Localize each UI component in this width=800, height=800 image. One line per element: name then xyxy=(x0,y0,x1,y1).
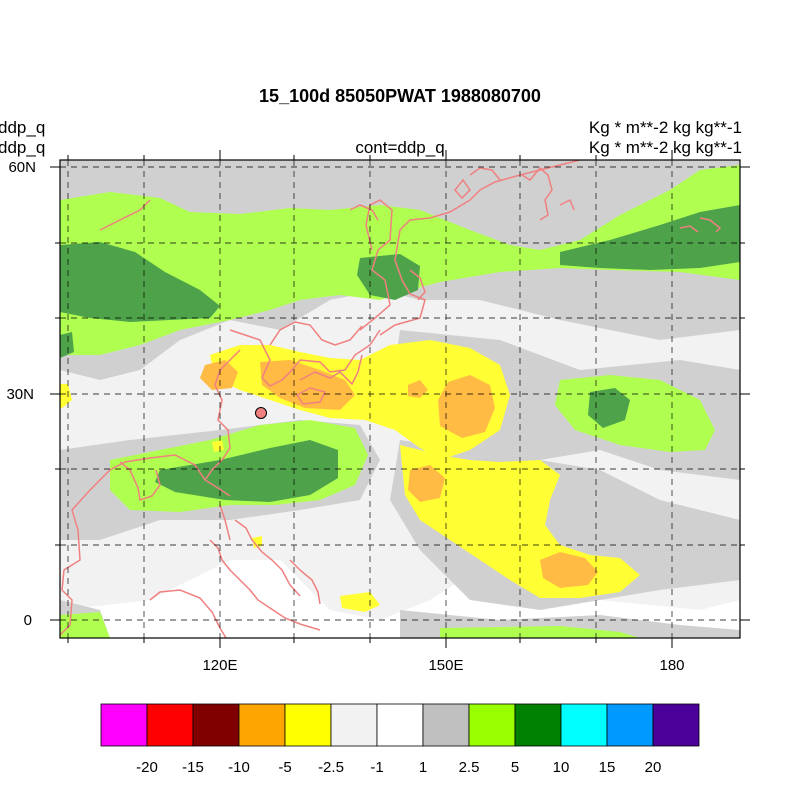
lat-label-60n: 60N xyxy=(8,159,36,176)
right-label-1: Kg * m**-2 kg kg**-1 xyxy=(589,118,742,137)
axis-ticks xyxy=(50,150,750,648)
colorbar-swatch xyxy=(468,703,516,747)
left-label-2: ddp_q xyxy=(0,138,45,157)
colorbar-swatch xyxy=(192,703,240,747)
lon-label-180: 180 xyxy=(659,657,684,674)
colorbar-swatch xyxy=(330,703,378,747)
colorbar-label: 2.5 xyxy=(459,759,480,776)
plot-title: 15_100d 85050PWAT 1988080700 xyxy=(259,86,541,106)
colorbar-swatch xyxy=(606,703,654,747)
colorbar-swatch xyxy=(422,703,470,747)
colorbar-label: -15 xyxy=(182,759,204,776)
colorbar-label: 15 xyxy=(599,759,616,776)
colorbar-label: 10 xyxy=(553,759,570,776)
colorbar-label: 20 xyxy=(645,759,662,776)
gridlines xyxy=(60,160,740,638)
colorbar-label: -1 xyxy=(370,759,383,776)
center-label: cont=ddp_q xyxy=(355,138,444,157)
lat-label-0: 0 xyxy=(24,612,32,629)
colorbar-swatch xyxy=(652,703,700,747)
colorbar-label: 1 xyxy=(419,759,427,776)
lon-label-120e: 120E xyxy=(202,657,237,674)
shade-dark-green xyxy=(60,205,740,502)
colorbar-swatch xyxy=(376,703,424,747)
colorbar: -20 -15 -10 -5 -2.5 -1 1 2.5 5 10 15 20 xyxy=(100,703,700,776)
colorbar-swatch xyxy=(100,703,148,747)
colorbar-swatch xyxy=(146,703,194,747)
colorbar-label: -20 xyxy=(136,759,158,776)
colorbar-label: -10 xyxy=(228,759,250,776)
location-marker xyxy=(255,407,267,419)
colorbar-swatch xyxy=(284,703,332,747)
left-label-1: ddp_q xyxy=(0,118,45,137)
colorbar-label: 5 xyxy=(511,759,519,776)
colorbar-label: -5 xyxy=(278,759,291,776)
lat-label-30n: 30N xyxy=(6,386,34,403)
right-label-2: Kg * m**-2 kg kg**-1 xyxy=(589,138,742,157)
map-frame xyxy=(59,159,741,639)
colorbar-swatch xyxy=(514,703,562,747)
shade-orange xyxy=(200,360,598,588)
map-field xyxy=(60,160,740,638)
colorbar-swatch xyxy=(238,703,286,747)
lon-label-150e: 150E xyxy=(428,657,463,674)
colorbar-label: -2.5 xyxy=(318,759,344,776)
colorbar-swatch xyxy=(560,703,608,747)
